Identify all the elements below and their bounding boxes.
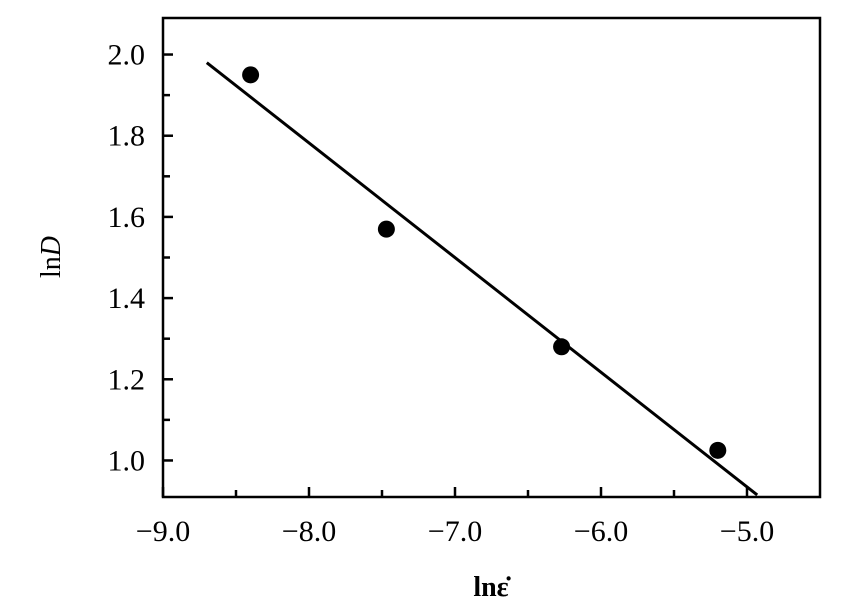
x-axis-title: lnε̇ xyxy=(473,572,511,603)
y-tick-label: 2.0 xyxy=(108,39,146,72)
y-tick-label: 1.0 xyxy=(108,444,146,477)
y-tick-label: 1.4 xyxy=(108,282,146,315)
data-point xyxy=(377,220,395,238)
data-point xyxy=(709,441,727,459)
x-tick-label: −6.0 xyxy=(574,515,628,548)
fit-line xyxy=(205,61,759,497)
x-axis-ticks: −9.0 −8.0 −7.0 −6.0 −5.0 xyxy=(136,487,774,548)
y-axis-ticks: 1.0 1.2 1.4 1.6 1.8 2.0 xyxy=(108,39,173,477)
y-tick-label: 1.8 xyxy=(108,120,146,153)
data-points xyxy=(242,66,727,459)
y-tick-label: 1.2 xyxy=(108,363,146,396)
y-tick-label: 1.6 xyxy=(108,201,146,234)
y-axis-title-prefix: ln xyxy=(36,256,67,278)
y-axis-title-variable: D xyxy=(36,236,67,257)
data-point xyxy=(242,66,260,84)
fit-line-group xyxy=(205,61,759,497)
plot-frame xyxy=(161,16,822,499)
x-tick-label: −5.0 xyxy=(720,515,774,548)
y-axis-title: lnD xyxy=(36,236,67,278)
data-point xyxy=(553,338,571,356)
x-tick-label: −7.0 xyxy=(428,515,482,548)
x-tick-label: −9.0 xyxy=(136,515,190,548)
x-tick-label: −8.0 xyxy=(282,515,336,548)
